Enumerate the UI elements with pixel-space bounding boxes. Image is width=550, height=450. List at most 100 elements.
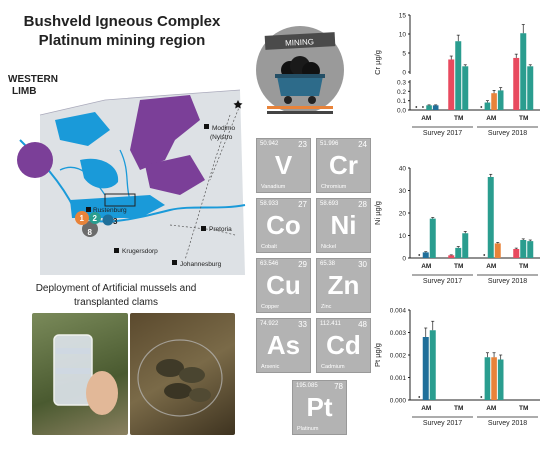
bar	[497, 90, 504, 110]
site-8-marker	[82, 221, 98, 237]
deployment-caption: Deployment of Artificial mussels and tra…	[0, 282, 232, 310]
town-marker-rustenburg	[86, 207, 91, 212]
dam-west	[55, 112, 110, 146]
element-name: Cadmium	[321, 364, 345, 370]
town-label-modimolle: Modimo	[212, 125, 236, 132]
bar	[484, 357, 491, 400]
element-symbol: Zn	[327, 270, 360, 300]
complex-west	[17, 142, 53, 178]
site-1-marker	[75, 211, 89, 225]
y-tick-label: 20	[399, 211, 407, 218]
study-area-box	[104, 193, 136, 207]
x-tick-label: AM	[486, 263, 496, 270]
element-name: Cobalt	[261, 244, 277, 250]
town-marker-modimolle	[204, 124, 209, 129]
x-tick-label: AM	[421, 115, 431, 122]
element-number: 23	[298, 140, 307, 149]
element-symbol: Cr	[329, 150, 358, 180]
bar	[455, 41, 462, 110]
element-mass: 65.38	[320, 261, 336, 267]
artificial-mussel-illustration	[53, 334, 118, 415]
element-number: 27	[298, 200, 307, 209]
bar	[432, 105, 439, 110]
y-tick-label: 10	[399, 32, 407, 39]
element-symbol: Cd	[326, 330, 361, 360]
bar	[513, 249, 520, 258]
survey-label: Survey 2017	[423, 278, 462, 285]
element-name: Copper	[261, 304, 280, 310]
bar	[520, 240, 527, 258]
town-label-krugersdorp: Krugersdorp	[122, 248, 158, 255]
element-name: Nickel	[321, 244, 336, 250]
x-tick-label: TM	[519, 405, 528, 412]
bar	[426, 105, 432, 110]
nd-mark	[480, 106, 483, 108]
element-name: Chromium	[321, 184, 347, 190]
y-tick-label: 10	[399, 233, 407, 240]
element-mass: 51.996	[320, 141, 339, 147]
y-tick-label: 0	[402, 70, 406, 77]
bar	[487, 177, 494, 258]
western-limb-line1: WESTERN	[8, 74, 58, 85]
element-number: 29	[298, 260, 307, 269]
element-mass: 195.085	[296, 383, 318, 389]
x-tick-label: AM	[421, 263, 431, 270]
town-label-johannesburg: Johannesburg	[180, 261, 222, 268]
element-number: 33	[298, 320, 307, 329]
western-limb-line2: LIMB	[12, 86, 37, 97]
element-tile-vanadium: 50.942 23 V Vanadium	[256, 138, 311, 193]
site-3-label: 3	[113, 217, 118, 226]
poster-title: Bushveld Igneous Complex Platinum mining…	[22, 12, 222, 50]
bar	[491, 93, 497, 110]
element-mass: 58.693	[320, 201, 339, 207]
x-tick-label: TM	[454, 263, 463, 270]
y-tick-label: 40	[399, 166, 407, 173]
y-tick-label: 0.2	[397, 89, 406, 96]
artificial-mussel-photo	[32, 313, 128, 435]
survey-label: Survey 2018	[488, 278, 527, 285]
y-axis-label: Pt µg/g	[373, 343, 382, 367]
town-label-rustenburg: Rustenburg	[93, 207, 127, 214]
y-tick-label: 0	[402, 256, 406, 263]
bar	[497, 359, 504, 400]
bar	[491, 357, 497, 400]
mining-icon-label: MINING	[285, 37, 314, 47]
map-land-outline	[39, 89, 241, 116]
element-name: Zinc	[321, 304, 332, 310]
y-axis-label: Ni µg/g	[373, 201, 382, 225]
bar	[422, 337, 429, 400]
bar	[462, 66, 469, 110]
survey-label: Survey 2017	[423, 420, 462, 427]
site-3-marker	[102, 214, 114, 226]
western-limb-label: WESTERN LIMB	[8, 74, 58, 98]
bar	[448, 59, 455, 110]
element-symbol: As	[266, 330, 301, 360]
site-2-marker	[89, 212, 101, 224]
element-tile-nickel: 58.693 28 Ni Nickel	[316, 198, 371, 253]
nd-mark	[480, 396, 483, 398]
y-tick-label: 15	[399, 13, 407, 20]
nd-mark	[418, 254, 421, 256]
element-tile-arsenic: 74.922 33 As Arsenic	[256, 318, 311, 373]
element-number: 24	[358, 140, 367, 149]
bar	[494, 243, 501, 258]
survey-label: Survey 2017	[423, 130, 462, 137]
x-tick-label: AM	[486, 115, 496, 122]
x-tick-label: TM	[519, 263, 528, 270]
x-tick-label: AM	[486, 405, 496, 412]
site-8-label: 8	[88, 228, 93, 237]
element-mass: 50.942	[260, 141, 279, 147]
y-tick-label: 0.0	[397, 108, 406, 115]
element-name: Arsenic	[261, 364, 280, 370]
bar	[520, 33, 527, 110]
bar	[429, 330, 436, 400]
site-1-label: 1	[80, 214, 85, 223]
bar	[455, 247, 462, 258]
x-tick-label: TM	[519, 115, 528, 122]
transplanted-clams-photo	[130, 313, 235, 435]
survey-label: Survey 2018	[488, 130, 527, 137]
town-marker-johannesburg	[172, 260, 177, 265]
element-tile-chromium: 51.996 24 Cr Chromium	[316, 138, 371, 193]
clams-illustration	[137, 339, 223, 417]
bar	[429, 218, 436, 258]
